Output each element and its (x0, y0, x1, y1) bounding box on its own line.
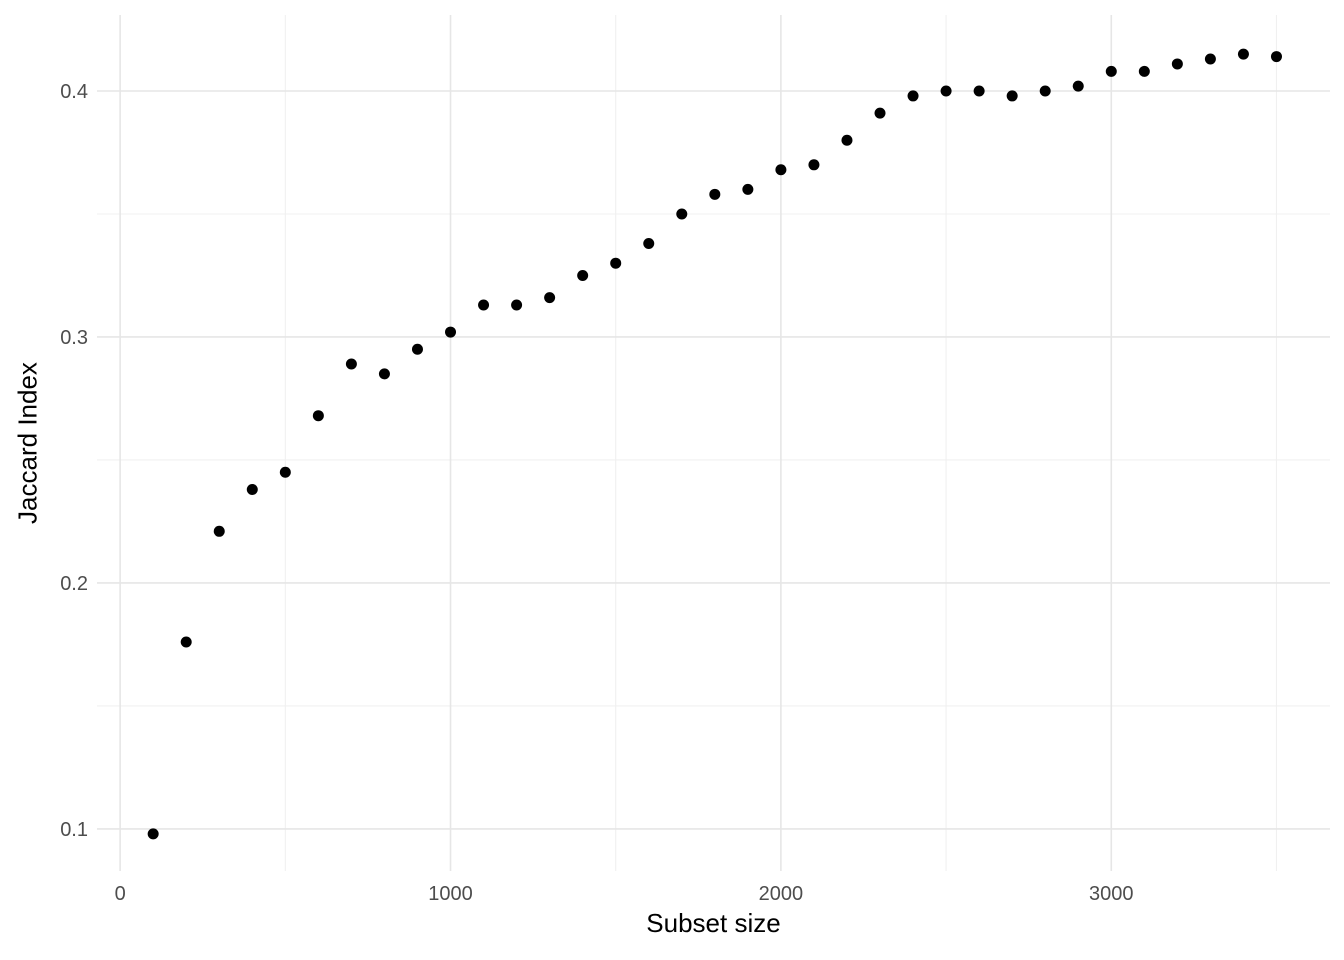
data-point (1039, 85, 1051, 97)
data-point (279, 466, 291, 478)
x-tick-label: 3000 (1089, 883, 1134, 905)
data-point (643, 238, 655, 250)
data-point (378, 368, 390, 380)
data-point (511, 299, 523, 311)
x-tick-label: 1000 (428, 883, 473, 905)
data-point (841, 134, 853, 146)
y-axis-title: Jaccard Index (12, 362, 43, 524)
y-tick-label: 0.2 (60, 573, 88, 595)
data-point (775, 164, 787, 176)
x-tick-label: 0 (115, 883, 126, 905)
data-point (577, 269, 589, 281)
data-point (445, 326, 457, 338)
y-tick-label: 0.4 (60, 81, 88, 103)
data-point (1237, 48, 1249, 60)
data-point (874, 107, 886, 119)
data-point (478, 299, 490, 311)
data-point (1270, 51, 1282, 63)
data-point (1105, 65, 1117, 77)
data-point (246, 483, 258, 495)
x-axis-title: Subset size (646, 908, 781, 938)
data-point (1138, 65, 1150, 77)
data-point (610, 257, 622, 269)
y-tick-label: 0.3 (60, 327, 88, 349)
data-point (1204, 53, 1216, 65)
data-point (907, 90, 919, 102)
data-point (544, 292, 556, 304)
data-point (213, 525, 225, 537)
data-point (808, 159, 820, 171)
data-point (180, 636, 192, 648)
data-point (312, 410, 324, 422)
data-point (940, 85, 952, 97)
data-point (973, 85, 985, 97)
data-point (742, 183, 754, 195)
data-point (1171, 58, 1183, 70)
data-point (345, 358, 357, 370)
x-tick-label: 2000 (759, 883, 804, 905)
data-point (1072, 80, 1084, 92)
y-tick-label: 0.1 (60, 819, 88, 841)
data-point (147, 828, 159, 840)
data-point (1006, 90, 1018, 102)
data-point (676, 208, 688, 220)
data-point (411, 343, 423, 355)
data-point (709, 188, 721, 200)
